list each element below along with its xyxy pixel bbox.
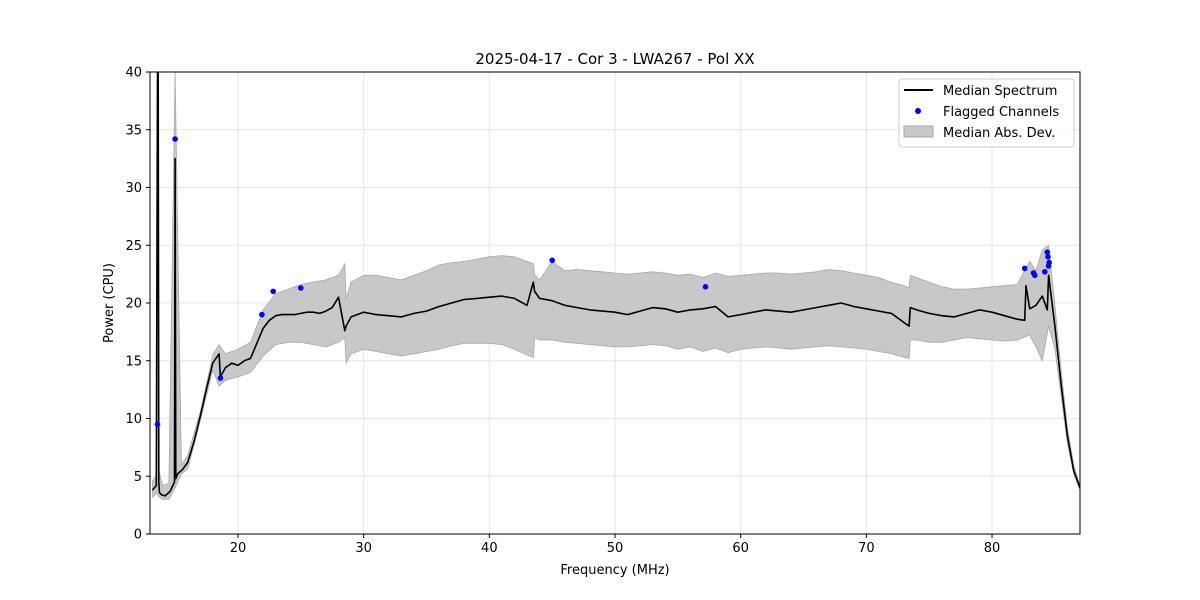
y-tick-label: 20 — [125, 297, 142, 312]
y-tick-label: 35 — [125, 123, 142, 138]
y-tick-label: 10 — [125, 412, 142, 427]
legend: Median Spectrum Flagged Channels Median … — [898, 78, 1075, 148]
flagged-channel-point — [154, 421, 161, 428]
flagged-channel-point — [1042, 269, 1048, 275]
x-tick-label: 40 — [481, 541, 498, 556]
flagged-channel-point — [1032, 272, 1038, 279]
x-tick-label: 80 — [984, 541, 1001, 556]
y-tick-label: 25 — [125, 239, 142, 254]
legend-box — [898, 78, 1075, 148]
legend-entry-flagged: Flagged Channels — [943, 105, 1059, 120]
flagged-channel-point — [270, 288, 277, 295]
y-tick-label: 40 — [125, 66, 142, 81]
legend-dot-swatch — [915, 108, 921, 114]
x-tick-label: 50 — [607, 541, 624, 556]
x-tick-label: 30 — [355, 541, 372, 556]
flagged-channel-point — [1044, 249, 1051, 255]
legend-entry-mad: Median Abs. Dev. — [943, 126, 1055, 141]
mad-band — [152, 72, 1080, 500]
median-spectrum-line — [151, 72, 1080, 497]
flagged-channel-point — [1045, 253, 1051, 260]
flagged-channel-point — [217, 375, 224, 381]
plot-area — [151, 72, 1080, 500]
x-tick-label: 70 — [858, 541, 875, 556]
x-axis-label: Frequency (MHz) — [560, 563, 669, 578]
x-tick-label: 60 — [732, 541, 749, 556]
flagged-channel-point — [549, 257, 555, 264]
y-axis-label: Power (CPU) — [102, 263, 117, 343]
chart-title: 2025-04-17 - Cor 3 - LWA267 - Pol XX — [475, 50, 754, 68]
x-tick-label: 20 — [230, 541, 247, 556]
flagged-channel-point — [259, 311, 265, 318]
legend-entry-median: Median Spectrum — [943, 84, 1057, 99]
axis-ticks: 20 30 40 50 60 70 80 0 5 10 15 20 25 30 35 40 — [125, 66, 1000, 557]
y-tick-label: 15 — [125, 354, 142, 369]
y-tick-label: 5 — [134, 470, 142, 485]
flagged-channel-point — [298, 285, 304, 291]
y-tick-label: 0 — [134, 528, 142, 543]
flagged-channel-point — [702, 284, 709, 290]
legend-fill-swatch — [903, 125, 934, 138]
flagged-channel-point — [172, 136, 178, 142]
flagged-channel-point — [1021, 265, 1028, 272]
y-tick-label: 30 — [125, 181, 142, 196]
flagged-channel-point — [1046, 259, 1052, 266]
